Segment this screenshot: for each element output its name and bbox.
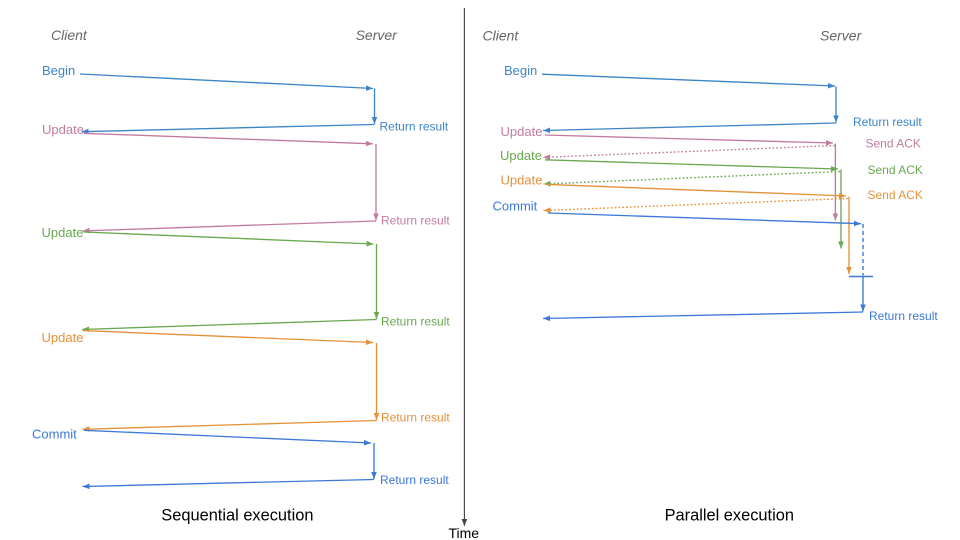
svg-text:Update: Update xyxy=(501,173,543,188)
svg-text:Client: Client xyxy=(483,28,520,44)
svg-text:Time: Time xyxy=(449,525,480,540)
svg-text:Update: Update xyxy=(42,225,84,240)
svg-text:Server: Server xyxy=(356,27,399,43)
svg-text:Return result: Return result xyxy=(380,473,449,487)
svg-text:Return result: Return result xyxy=(381,214,450,228)
svg-text:Begin: Begin xyxy=(504,63,537,78)
svg-text:Return result: Return result xyxy=(381,315,450,329)
svg-text:Return result: Return result xyxy=(381,411,450,425)
svg-text:Send ACK: Send ACK xyxy=(868,163,923,177)
svg-text:Send ACK: Send ACK xyxy=(868,188,923,202)
svg-text:Update: Update xyxy=(500,148,542,163)
svg-text:Update: Update xyxy=(42,330,84,345)
svg-text:Parallel execution: Parallel execution xyxy=(665,506,794,524)
svg-text:Commit: Commit xyxy=(493,198,538,213)
svg-text:Server: Server xyxy=(820,28,863,44)
svg-text:Return result: Return result xyxy=(380,120,449,134)
svg-text:Commit: Commit xyxy=(32,427,77,442)
svg-text:Return result: Return result xyxy=(869,309,938,323)
svg-text:Update: Update xyxy=(42,122,84,137)
svg-text:Return result: Return result xyxy=(853,115,922,129)
svg-text:Begin: Begin xyxy=(42,63,75,78)
svg-text:Update: Update xyxy=(501,124,543,139)
svg-text:Client: Client xyxy=(51,27,88,43)
svg-text:Send ACK: Send ACK xyxy=(866,137,921,151)
svg-text:Sequential execution: Sequential execution xyxy=(161,506,313,524)
